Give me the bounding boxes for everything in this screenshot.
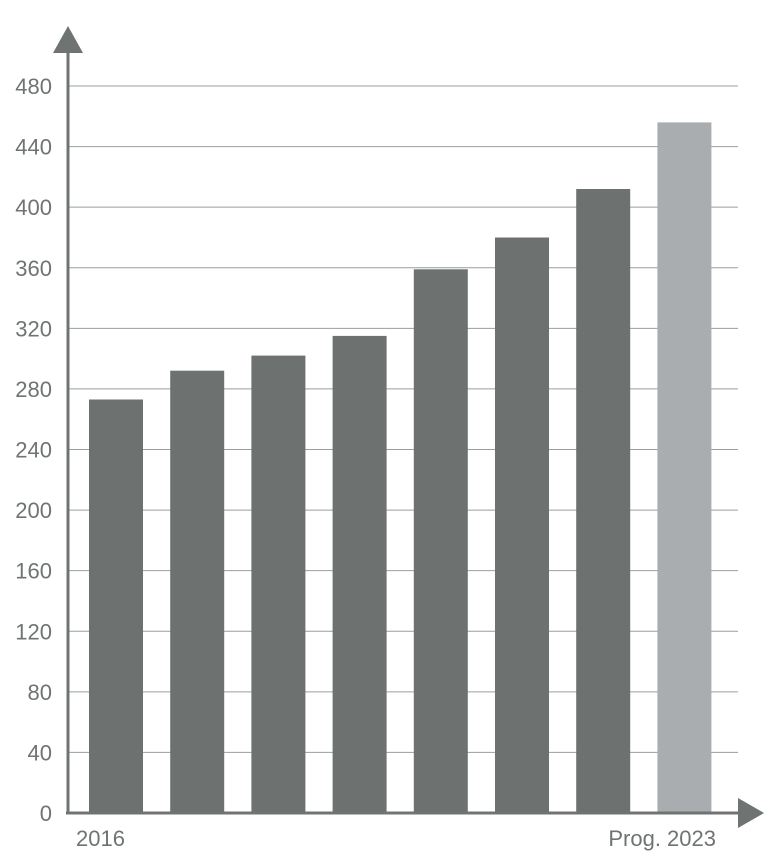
y-tick-label: 400 xyxy=(15,195,52,220)
y-axis-arrow-icon xyxy=(53,26,83,53)
y-tick-label: 360 xyxy=(15,256,52,281)
gridlines xyxy=(68,85,738,753)
x-tick-label: Prog. 2023 xyxy=(608,826,716,851)
bar xyxy=(495,237,549,813)
y-tick-label: 120 xyxy=(15,619,52,644)
axes xyxy=(53,26,764,828)
y-tick-label: 240 xyxy=(15,438,52,463)
bars xyxy=(89,122,712,813)
bar xyxy=(332,335,387,813)
y-tick-label: 160 xyxy=(15,559,52,584)
y-tick-label: 40 xyxy=(28,740,52,765)
y-tick-label: 440 xyxy=(15,135,52,160)
y-tick-label: 320 xyxy=(15,316,52,341)
y-tick-label: 480 xyxy=(15,74,52,99)
x-tick-label: 2016 xyxy=(76,826,125,851)
y-tick-label: 80 xyxy=(28,680,52,705)
y-tick-label: 0 xyxy=(40,801,52,826)
y-tick-label: 200 xyxy=(15,498,52,523)
y-tick-label: 280 xyxy=(15,377,52,402)
bar xyxy=(413,269,468,813)
bar xyxy=(576,189,631,813)
bar xyxy=(170,370,225,813)
y-tick-labels: 0 40 80 120 160 200 240 280 320 360 400 440 480 xyxy=(15,74,52,826)
bar xyxy=(89,399,143,813)
x-axis-arrow-icon xyxy=(738,798,764,828)
bar-projected xyxy=(657,122,712,813)
bar xyxy=(251,355,306,813)
x-tick-labels: 2016 Prog. 2023 xyxy=(76,826,716,851)
